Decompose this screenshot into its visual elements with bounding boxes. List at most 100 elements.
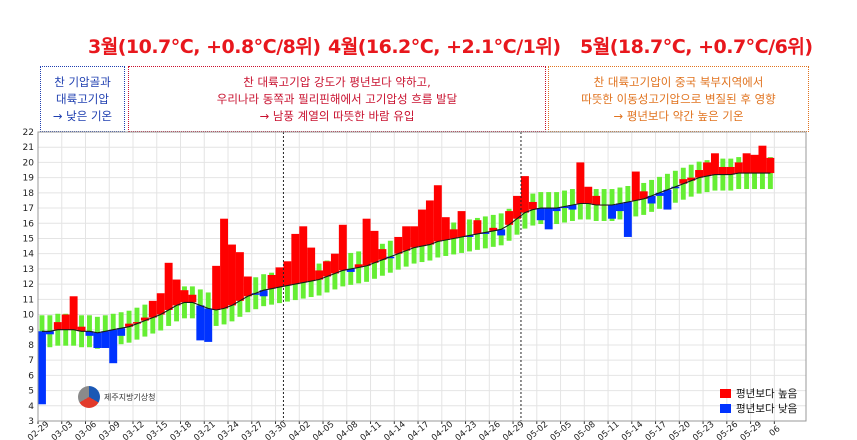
x-tick-label: 04-11 [359, 420, 384, 440]
x-tick-label: 05-29 [739, 420, 764, 440]
bar-below-normal [117, 328, 126, 336]
bar-above-normal [750, 154, 759, 174]
bar-above-normal [180, 290, 189, 303]
x-tick-label: 04-02 [287, 420, 312, 440]
chart-legend: 평년보다 높음 평년보다 낮음 [720, 386, 822, 416]
legend-label-below: 평년보다 낮음 [736, 403, 798, 415]
note-march-line-3: → 낮은 기온 [52, 108, 113, 123]
bar-above-normal [291, 233, 300, 285]
bar-above-normal [766, 157, 775, 174]
bar-below-normal [38, 331, 46, 405]
y-tick-label: 13 [23, 265, 34, 275]
note-may-line-2: 따뜻한 이동성고기압으로 변질된 후 영향 [581, 91, 776, 106]
bar-above-normal [235, 252, 244, 301]
bar-below-normal [647, 195, 656, 204]
note-april-line-1: 찬 대륙고기압 강도가 평년보다 약하고, [243, 74, 431, 89]
bar-above-normal [299, 226, 308, 283]
y-tick-label: 20 [23, 158, 35, 168]
bar-above-normal [592, 195, 601, 206]
bar-above-normal [370, 230, 379, 263]
bar-above-normal [687, 177, 696, 181]
bar-above-normal [164, 262, 173, 310]
bar-above-normal [734, 162, 743, 174]
x-tick-label: 03-21 [192, 420, 217, 440]
kma-emblem-icon [78, 386, 100, 408]
bar-above-normal [156, 293, 165, 315]
month-title-april: 4월(16.2℃, +2.1℃/1위) [328, 36, 561, 58]
bar-below-normal [655, 192, 664, 196]
bar-above-normal [267, 274, 276, 289]
bar-below-normal [568, 205, 577, 210]
x-tick-label: 03-24 [216, 420, 241, 440]
x-tick-label: 04-23 [454, 420, 479, 440]
bar-below-normal [465, 235, 474, 237]
x-tick-label: 05-08 [572, 420, 597, 440]
x-tick-label: 03-15 [145, 420, 170, 440]
x-tick-label: 03-06 [74, 420, 99, 440]
bar-above-normal [679, 179, 688, 184]
bar-above-normal [362, 218, 371, 266]
y-tick-label: 11 [23, 295, 34, 305]
bar-above-normal [140, 317, 149, 321]
bar-above-normal [513, 195, 521, 219]
note-april-line-2: 우리나라 동쪽과 필리핀해에서 고기압성 흐름 발달 [216, 91, 458, 106]
bar-above-normal [212, 265, 221, 310]
bar-below-normal [346, 268, 355, 272]
y-tick-label: 3 [28, 417, 34, 427]
bar-below-normal [608, 205, 616, 219]
note-may: 찬 대륙고기압이 중국 북부지역에서 따뜻한 이동성고기압으로 변질된 후 영향… [548, 66, 809, 132]
x-tick-label: 05-23 [691, 420, 716, 440]
x-tick-label: 04-14 [382, 420, 407, 440]
bar-above-normal [505, 211, 514, 225]
x-tick-label: 03-18 [169, 420, 194, 440]
x-tick-label: 04-05 [311, 420, 336, 440]
x-tick-label: 05-05 [549, 420, 574, 440]
note-march-line-2: 대륙고기압 [56, 91, 109, 106]
x-tick-label: 05-02 [525, 420, 550, 440]
normal-range-bar [39, 315, 45, 348]
x-tick-label: 03-27 [240, 420, 265, 440]
note-march-line-1: 찬 기압골과 [54, 74, 111, 89]
x-tick-label: 04-20 [430, 420, 455, 440]
bar-below-normal [45, 331, 54, 335]
y-tick-label: 21 [23, 143, 34, 153]
x-tick-label: 05-14 [620, 420, 645, 440]
bar-below-normal [204, 308, 213, 342]
bar-below-normal [259, 290, 268, 297]
y-tick-label: 8 [28, 341, 34, 351]
bar-above-normal [77, 326, 86, 332]
y-tick-label: 10 [23, 311, 35, 321]
bar-below-normal [481, 232, 490, 234]
kma-logo-text: 제주지방기상청 [104, 392, 156, 402]
bar-above-normal [449, 229, 458, 239]
bar-above-normal [631, 171, 640, 201]
bar-above-normal [457, 211, 466, 237]
y-tick-label: 5 [28, 387, 34, 397]
x-tick-label: 05-11 [596, 420, 621, 440]
x-tick-label: 06 [768, 424, 783, 439]
bar-below-normal [623, 201, 632, 237]
bar-below-normal [615, 203, 624, 212]
bar-above-normal [441, 217, 450, 240]
month-title-march: 3월(10.7℃, +0.8℃/8위) [88, 36, 321, 58]
bar-above-normal [410, 226, 419, 248]
x-tick-label: 05-26 [715, 420, 740, 440]
x-tick-label: 05-20 [667, 420, 692, 440]
bar-above-normal [220, 218, 229, 309]
y-tick-label: 7 [28, 356, 34, 366]
kma-logo: 제주지방기상청 [78, 386, 156, 408]
y-tick-label: 18 [23, 189, 35, 199]
y-tick-label: 14 [23, 250, 35, 260]
bar-above-normal [742, 153, 751, 174]
x-tick-label: 05-17 [644, 420, 669, 440]
bar-above-normal [433, 185, 442, 242]
bar-above-normal [338, 224, 347, 271]
y-tick-label: 19 [23, 174, 35, 184]
bar-above-normal [528, 201, 537, 210]
note-april: 찬 대륙고기압 강도가 평년보다 약하고, 우리나라 동쪽과 필리핀해에서 고기… [128, 66, 546, 132]
bar-above-normal [402, 226, 411, 251]
bar-above-normal [133, 322, 141, 324]
bar-below-normal [196, 305, 205, 341]
y-tick-label: 12 [23, 280, 34, 290]
bar-above-normal [315, 270, 324, 280]
